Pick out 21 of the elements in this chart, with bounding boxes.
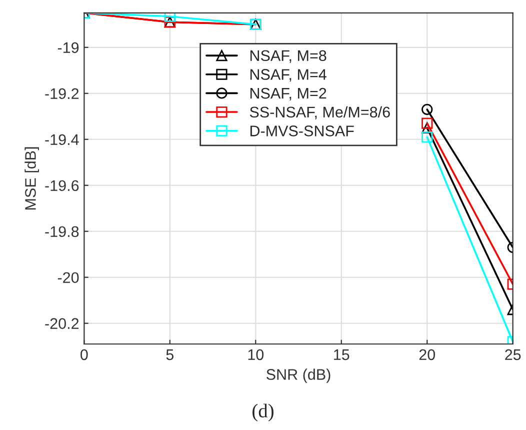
y-tick-label: -20 bbox=[58, 272, 79, 284]
y-tick-label: -19.6 bbox=[45, 180, 79, 192]
legend-label: SS-NSAF, Me/M=8/6 bbox=[250, 106, 390, 120]
x-tick-label: 15 bbox=[334, 349, 350, 360]
y-tick-label: -20.2 bbox=[45, 318, 79, 329]
legend-label: NSAF, M=8 bbox=[250, 50, 326, 63]
y-tick-label: -19 bbox=[58, 42, 79, 54]
legend-label: NSAF, M=2 bbox=[250, 88, 326, 101]
y-axis-title: MSE [dB] bbox=[24, 147, 39, 210]
x-axis-title: SNR (dB) bbox=[266, 368, 330, 383]
y-tick-label: -19.4 bbox=[45, 134, 79, 146]
legend-label: D-MVS-SNSAF bbox=[250, 126, 354, 136]
x-tick-label: 5 bbox=[166, 349, 174, 360]
x-tick-label: 20 bbox=[419, 349, 436, 360]
legend-label: NSAF, M=4 bbox=[250, 69, 326, 82]
x-tick-label: 0 bbox=[80, 349, 88, 360]
x-tick-label: 25 bbox=[505, 349, 521, 360]
text: (d) bbox=[252, 404, 274, 422]
y-tick-label: -19.8 bbox=[45, 226, 79, 238]
x-tick-label: 10 bbox=[248, 349, 264, 360]
y-tick-label: -19.2 bbox=[45, 88, 79, 100]
